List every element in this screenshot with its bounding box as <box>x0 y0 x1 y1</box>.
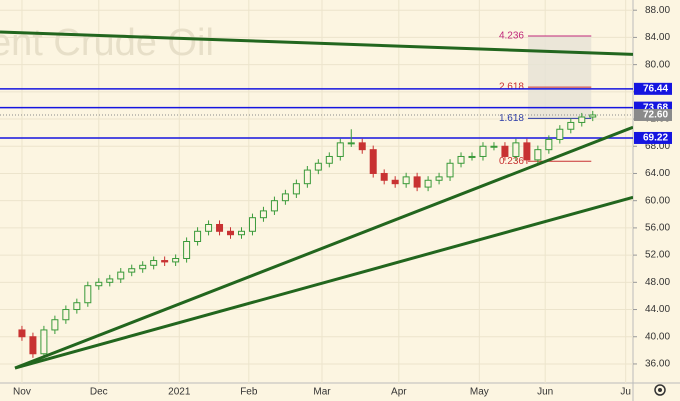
candle-body <box>227 230 235 236</box>
candle-body <box>29 336 37 355</box>
candle-body <box>358 142 366 151</box>
candle-body <box>84 285 92 304</box>
level-label: 76.44 <box>643 83 668 94</box>
fib-label: 0.236 <box>499 156 524 167</box>
candle-body <box>248 217 256 232</box>
gear[interactable] <box>654 384 666 396</box>
candle-body <box>446 162 454 178</box>
candle-body <box>589 114 597 118</box>
candle-body <box>402 176 410 185</box>
candle-body <box>424 179 432 188</box>
candle-body <box>73 302 81 311</box>
candle-body <box>150 260 158 266</box>
candle-body <box>216 223 224 232</box>
candle-body <box>172 258 180 263</box>
candle-body <box>51 319 59 331</box>
candle-body <box>259 210 267 219</box>
trend-line <box>14 125 633 370</box>
x-tick-label: Jun <box>537 387 553 398</box>
y-tick-label: 40.00 <box>645 331 670 342</box>
candle-body <box>369 149 377 174</box>
x-tick-label: May <box>470 387 489 398</box>
candle-body <box>413 176 421 188</box>
candle-body <box>139 264 147 270</box>
axes: 36.00 40.00 44.00 48.00 52.00 56.00 60.00 64.00… <box>13 5 672 398</box>
x-tick-label: Apr <box>391 387 407 398</box>
candle-body <box>62 309 70 321</box>
y-tick-label: 80.00 <box>645 59 670 70</box>
candle-body <box>435 176 443 181</box>
y-tick-label: 88.00 <box>645 5 670 16</box>
candle-body <box>578 116 586 123</box>
candle-body <box>292 183 300 195</box>
candle-body <box>237 230 245 236</box>
candle-body <box>567 121 575 130</box>
fib-zone <box>527 36 592 119</box>
candle-body <box>501 145 509 157</box>
y-tick-label: 84.00 <box>645 32 670 43</box>
y-tick-label: 60.00 <box>645 195 670 206</box>
candle-body <box>512 142 520 157</box>
candle-body <box>468 155 476 158</box>
fib-label: 1.618 <box>499 113 524 124</box>
fib-label: 4.236 <box>499 31 524 42</box>
settings-icon[interactable] <box>654 384 666 396</box>
candle-body <box>314 162 322 171</box>
level-label: 69.22 <box>643 133 668 144</box>
last-price-label: 72.60 <box>643 110 668 121</box>
candle-body <box>523 142 531 161</box>
candle-body <box>183 241 191 260</box>
x-tick-label: Ju <box>620 387 631 398</box>
candle-body <box>95 281 103 287</box>
level-tag <box>634 82 672 95</box>
candle-body <box>18 329 26 338</box>
candle-body <box>128 268 136 273</box>
candle-body <box>117 271 125 280</box>
candle-body <box>194 230 202 243</box>
plot: 4.236 2.618 1.618 0.236 <box>0 30 633 370</box>
candle-body <box>161 260 169 263</box>
candle-body <box>106 278 114 283</box>
x-tick-label: Nov <box>13 387 31 398</box>
candle-body <box>40 329 48 355</box>
y-tick-label: 56.00 <box>645 223 670 234</box>
x-tick-label: Feb <box>240 387 258 398</box>
y-tick-label: 64.00 <box>645 168 670 179</box>
candle-body <box>490 145 498 148</box>
fib-label: 2.618 <box>499 82 524 93</box>
y-tick-label: 52.00 <box>645 250 670 261</box>
candle-body <box>556 128 564 140</box>
candle-body <box>205 223 213 232</box>
level-label: 73.68 <box>643 102 668 113</box>
y-tick-label: 48.00 <box>645 277 670 288</box>
y-tick-label: 44.00 <box>645 304 670 315</box>
candle-body <box>270 200 278 212</box>
watermark: ent Crude Oil <box>0 22 214 64</box>
candle-body <box>545 138 553 151</box>
level-tag <box>634 131 672 144</box>
candle-body <box>534 149 542 161</box>
trend-line <box>14 195 633 370</box>
candle-body <box>325 155 333 164</box>
x-tick-label: Dec <box>90 387 108 398</box>
x-tick-label: Mar <box>313 387 331 398</box>
candle-body <box>391 179 399 185</box>
candle-body <box>281 193 289 202</box>
candle-body <box>303 169 311 185</box>
last-price-tag <box>634 108 672 121</box>
candle-body <box>336 142 344 157</box>
candle-body <box>347 142 355 145</box>
candle-body <box>380 172 388 181</box>
candle-body <box>479 145 487 157</box>
y-tick-label: 68.00 <box>645 141 670 152</box>
gear-center <box>658 388 662 392</box>
y-tick-label: 36.00 <box>645 359 670 370</box>
x-tick-label: 2021 <box>168 387 191 398</box>
candle-body <box>457 155 465 164</box>
trend-line <box>0 30 633 56</box>
